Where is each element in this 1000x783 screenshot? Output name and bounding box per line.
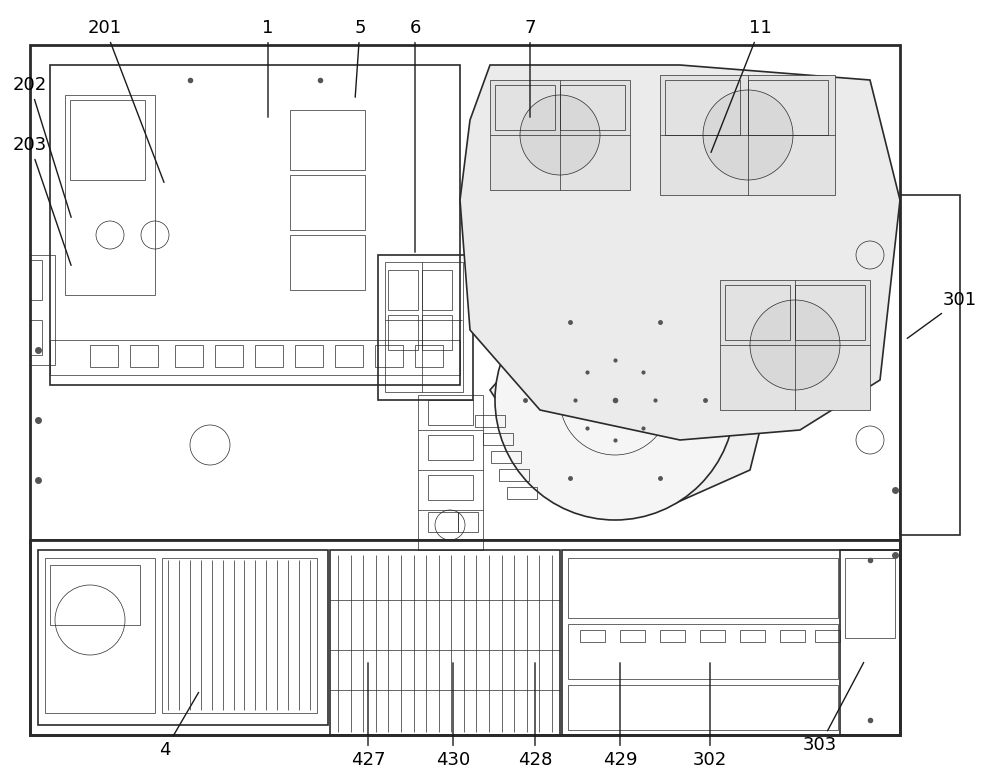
Bar bbox=[30, 320, 42, 355]
Circle shape bbox=[495, 280, 735, 520]
Text: 201: 201 bbox=[88, 19, 164, 182]
Bar bbox=[491, 451, 521, 463]
Bar bbox=[50, 340, 460, 375]
Bar bbox=[50, 565, 140, 625]
Bar bbox=[30, 260, 42, 300]
Bar bbox=[90, 345, 118, 367]
Bar bbox=[740, 630, 765, 642]
Bar bbox=[375, 345, 403, 367]
Bar bbox=[562, 550, 900, 735]
Bar bbox=[507, 487, 537, 499]
Bar bbox=[428, 475, 473, 500]
Bar bbox=[30, 255, 55, 365]
Polygon shape bbox=[460, 65, 900, 440]
Text: 11: 11 bbox=[711, 19, 771, 153]
Circle shape bbox=[520, 95, 600, 175]
Text: 430: 430 bbox=[436, 662, 470, 769]
Bar bbox=[30, 45, 900, 735]
Bar bbox=[840, 550, 900, 735]
Bar bbox=[900, 195, 960, 535]
Bar bbox=[295, 345, 323, 367]
Bar bbox=[388, 315, 418, 350]
Bar bbox=[38, 550, 328, 725]
Text: 202: 202 bbox=[13, 76, 71, 218]
Bar bbox=[568, 685, 838, 730]
Circle shape bbox=[703, 90, 793, 180]
Bar bbox=[490, 80, 630, 190]
Bar bbox=[45, 558, 155, 713]
Bar bbox=[458, 512, 478, 532]
Circle shape bbox=[750, 300, 840, 390]
Bar bbox=[495, 85, 555, 130]
Text: 4: 4 bbox=[159, 692, 199, 759]
Bar bbox=[378, 255, 473, 400]
Bar bbox=[50, 65, 460, 385]
Text: 428: 428 bbox=[518, 662, 552, 769]
Bar bbox=[620, 630, 645, 642]
Bar bbox=[290, 175, 365, 230]
Bar bbox=[388, 270, 418, 310]
Bar bbox=[30, 540, 900, 735]
Bar bbox=[815, 630, 840, 642]
Bar bbox=[725, 285, 790, 340]
Text: 301: 301 bbox=[907, 291, 977, 338]
Bar bbox=[422, 315, 452, 350]
Bar bbox=[700, 630, 725, 642]
Bar bbox=[255, 345, 283, 367]
Bar bbox=[845, 558, 895, 638]
Bar bbox=[428, 400, 473, 425]
Bar bbox=[483, 433, 513, 445]
Bar bbox=[290, 110, 365, 170]
Bar bbox=[215, 345, 243, 367]
Bar bbox=[665, 80, 740, 135]
Bar bbox=[330, 550, 560, 735]
Bar bbox=[335, 345, 363, 367]
Bar bbox=[418, 395, 483, 550]
Bar bbox=[780, 630, 805, 642]
Bar bbox=[660, 630, 685, 642]
Bar bbox=[428, 512, 458, 532]
Bar bbox=[795, 285, 865, 340]
Bar bbox=[175, 345, 203, 367]
Text: 6: 6 bbox=[409, 19, 421, 252]
Bar bbox=[560, 85, 625, 130]
Bar bbox=[475, 415, 505, 427]
Bar bbox=[130, 345, 158, 367]
Bar bbox=[568, 624, 838, 679]
Bar bbox=[385, 262, 463, 392]
Bar bbox=[162, 558, 317, 713]
Bar bbox=[290, 235, 365, 290]
Bar bbox=[568, 558, 838, 618]
Bar bbox=[660, 75, 835, 195]
Text: 203: 203 bbox=[13, 136, 71, 265]
Bar bbox=[748, 80, 828, 135]
Bar bbox=[580, 630, 605, 642]
Bar bbox=[499, 469, 529, 481]
Bar bbox=[428, 435, 473, 460]
Bar bbox=[422, 270, 452, 310]
Bar bbox=[415, 345, 443, 367]
Text: 427: 427 bbox=[351, 662, 385, 769]
Bar bbox=[720, 280, 870, 410]
Text: 302: 302 bbox=[693, 662, 727, 769]
Text: 5: 5 bbox=[354, 19, 366, 97]
Text: 7: 7 bbox=[524, 19, 536, 117]
Text: 303: 303 bbox=[803, 662, 864, 754]
Polygon shape bbox=[490, 295, 770, 510]
Bar bbox=[65, 95, 155, 295]
Bar bbox=[70, 100, 145, 180]
Text: 1: 1 bbox=[262, 19, 274, 117]
Text: 429: 429 bbox=[603, 662, 637, 769]
